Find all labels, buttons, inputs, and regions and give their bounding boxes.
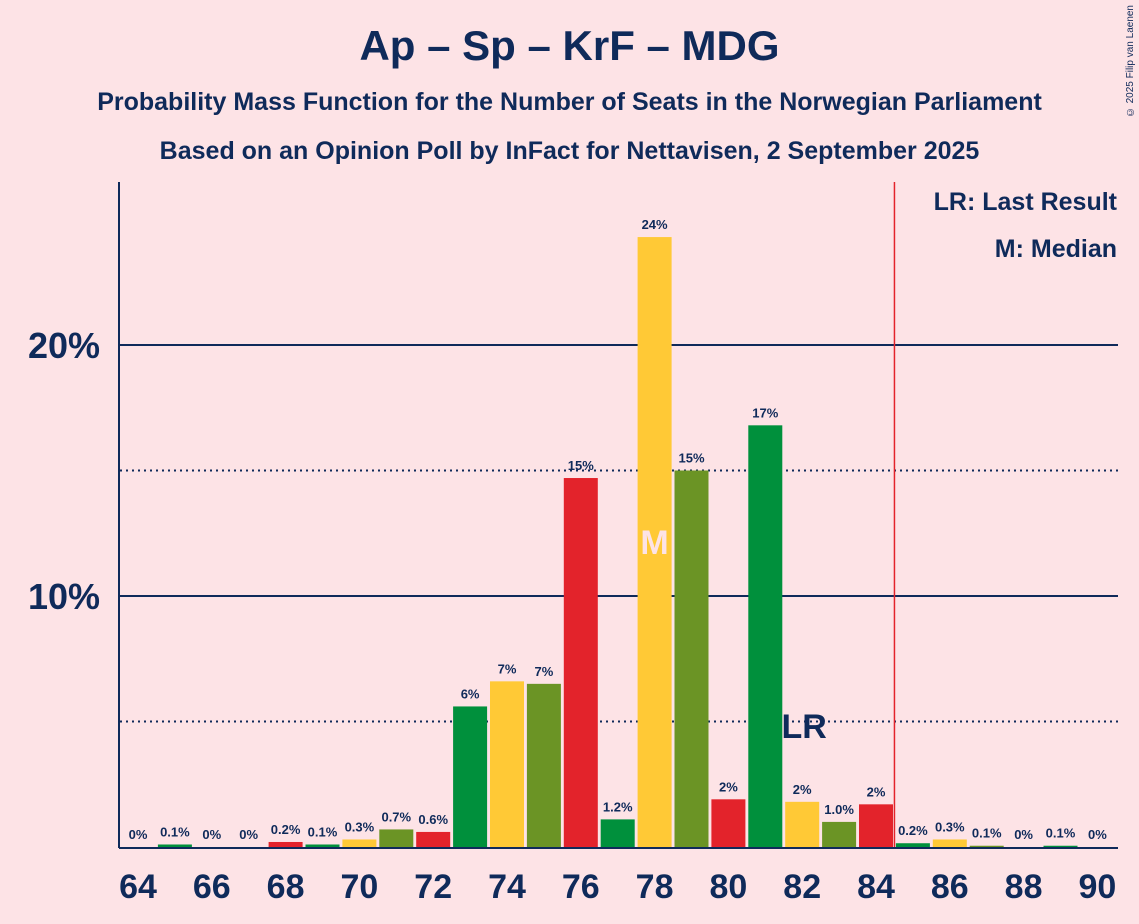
- chart-title: Ap – Sp – KrF – MDG: [359, 22, 780, 69]
- bar-seat-81: [748, 425, 783, 847]
- bar-seat-83: [822, 821, 857, 847]
- data-label-seat-65: 0.1%: [160, 824, 190, 839]
- bar-seat-72: [416, 831, 451, 847]
- data-label-seat-67: 0%: [239, 827, 258, 842]
- legend-median: M: Median: [995, 235, 1117, 263]
- x-tick-label-80: 80: [709, 868, 747, 906]
- data-label-seat-72: 0.6%: [418, 812, 448, 827]
- data-label-seat-81: 17%: [752, 405, 778, 420]
- data-label-seat-75: 7%: [535, 664, 554, 679]
- data-label-seat-88: 0%: [1014, 827, 1033, 842]
- data-label-seat-80: 2%: [719, 779, 738, 794]
- data-label-seat-83: 1.0%: [824, 802, 854, 817]
- bar-seat-87: [969, 845, 1004, 847]
- label-layer: 0% 0.1% 0% 0% 0.2% 0.1% 0.3% 0.7% 0.6% 6% 7% 7% 15% 1…: [129, 217, 1108, 842]
- x-tick-label-74: 74: [488, 868, 526, 906]
- median-marker: M: [640, 524, 668, 562]
- data-label-seat-70: 0.3%: [345, 819, 375, 834]
- data-label-seat-82: 2%: [793, 782, 812, 797]
- legend-last-result: LR: Last Result: [934, 188, 1118, 216]
- bar-seat-71: [379, 829, 414, 847]
- bar-seat-82: [785, 801, 820, 847]
- x-tick-label-70: 70: [340, 868, 378, 906]
- bar-seat-69: [305, 844, 340, 847]
- data-label-seat-74: 7%: [498, 661, 517, 676]
- data-label-seat-89: 0.1%: [1046, 826, 1076, 841]
- x-tick-label-68: 68: [267, 868, 305, 906]
- y-tick-label-10: 10%: [28, 576, 100, 617]
- chart-subtitle-1: Probability Mass Function for the Number…: [97, 88, 1042, 116]
- bar-seat-70: [342, 839, 377, 847]
- data-label-seat-77: 1.2%: [603, 799, 633, 814]
- x-tick-label-78: 78: [636, 868, 674, 906]
- x-tick-label-86: 86: [931, 868, 969, 906]
- x-tick-label-64: 64: [119, 868, 157, 906]
- data-label-seat-64: 0%: [129, 827, 148, 842]
- x-tick-label-82: 82: [783, 868, 821, 906]
- bar-seat-75: [526, 683, 561, 847]
- bar-seat-76: [563, 478, 598, 847]
- data-label-seat-78: 24%: [642, 217, 668, 232]
- x-tick-label-84: 84: [857, 868, 895, 906]
- bar-seat-74: [490, 681, 524, 847]
- chart-subtitle-2: Based on an Opinion Poll by InFact for N…: [159, 137, 980, 165]
- bar-seat-89: [1043, 845, 1078, 847]
- axis-layer: 10% 20% 64 66 68 70 72 74 76 78 80 82 84 86 88 90: [28, 182, 1118, 906]
- bar-seat-73: [453, 706, 488, 847]
- bar-seat-84: [859, 804, 893, 847]
- bar-seat-86: [932, 839, 967, 847]
- data-label-seat-73: 6%: [461, 686, 480, 701]
- bar-seat-65: [157, 844, 192, 847]
- data-label-seat-66: 0%: [202, 827, 221, 842]
- bar-seat-85: [895, 843, 930, 847]
- data-label-seat-68: 0.2%: [271, 822, 301, 837]
- legend-layer: LR: Last Result M: Median: [934, 188, 1118, 263]
- bar-layer: [157, 237, 1078, 847]
- data-label-seat-79: 15%: [678, 451, 704, 466]
- x-tick-label-90: 90: [1078, 868, 1116, 906]
- data-label-seat-76: 15%: [568, 458, 594, 473]
- bar-seat-80: [711, 799, 746, 847]
- data-label-seat-71: 0.7%: [381, 809, 411, 824]
- bar-seat-78: [637, 237, 672, 847]
- data-label-seat-85: 0.2%: [898, 823, 928, 838]
- bar-seat-79: [674, 470, 709, 847]
- y-tick-label-20: 20%: [28, 325, 100, 366]
- bar-seat-77: [600, 819, 635, 847]
- data-label-seat-90: 0%: [1088, 827, 1107, 842]
- bar-seat-68: [268, 841, 303, 847]
- x-tick-label-88: 88: [1005, 868, 1043, 906]
- data-label-seat-69: 0.1%: [308, 824, 338, 839]
- x-tick-label-66: 66: [193, 868, 231, 906]
- last-result-marker: LR: [782, 708, 827, 746]
- grid-layer: [120, 344, 1118, 723]
- data-label-seat-84: 2%: [867, 784, 886, 799]
- x-tick-label-72: 72: [414, 868, 452, 906]
- data-label-seat-87: 0.1%: [972, 826, 1002, 841]
- x-tick-label-76: 76: [562, 868, 600, 906]
- data-label-seat-86: 0.3%: [935, 819, 965, 834]
